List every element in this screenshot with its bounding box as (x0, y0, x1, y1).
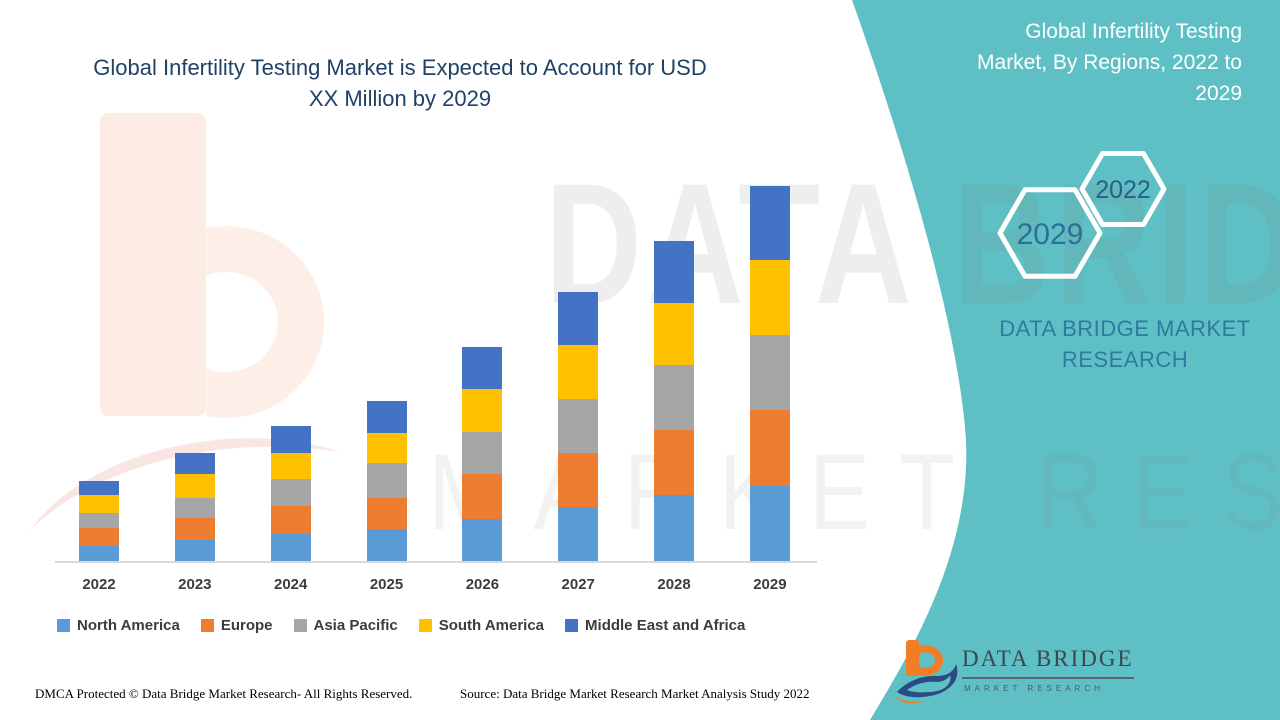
bar-segment-middle-east-and-africa (366, 400, 407, 433)
bar-2027 (558, 292, 599, 561)
bar-2022 (79, 481, 119, 561)
footer-dmca-text: DMCA Protected © Data Bridge Market Rese… (35, 686, 413, 701)
bar-2024 (270, 426, 311, 561)
legend-label: South America (438, 617, 545, 634)
x-axis-line (55, 561, 817, 563)
bar-segment-asia-pacific (270, 479, 311, 507)
bar-segment-europe (366, 498, 407, 530)
dbmr-logo-wordmark: DATA BRIDGE (962, 646, 1134, 679)
chart-title-line1: Global Infertility Testing Market is Exp… (93, 55, 707, 80)
legend-label: Europe (220, 617, 273, 634)
legend-swatch-icon (200, 619, 214, 632)
x-axis-labels: 2022 2023 2024 2025 2026 2027 2028 2029 (79, 576, 790, 593)
bar-segment-north-america (462, 518, 503, 561)
bar-segment-europe (270, 506, 311, 535)
sidebar-heading: Global Infertility Testing Market, By Re… (912, 16, 1242, 109)
footer-source-text: Source: Data Bridge Market Research Mark… (460, 686, 810, 701)
bar-2025 (366, 400, 407, 561)
legend-label: North America (77, 617, 180, 634)
bar-segment-europe (79, 528, 119, 546)
bar-segment-south-america (270, 452, 311, 480)
legend-swatch-icon (565, 619, 579, 632)
bar-segment-middle-east-and-africa (558, 292, 599, 346)
sidebar-heading-line3: 2029 (1195, 82, 1242, 105)
sidebar-heading-line2: Market, By Regions, 2022 to (977, 51, 1242, 74)
bar-segment-asia-pacific (654, 365, 695, 431)
bar-segment-asia-pacific (462, 432, 503, 475)
hexagon-2022-icon: 2022 (1079, 151, 1167, 227)
bar-2023 (174, 452, 215, 561)
hexagon-2029-label: 2029 (1017, 218, 1084, 251)
legend-item-north-america: North America (57, 617, 180, 634)
legend-swatch-icon (57, 619, 70, 632)
sidebar-brand-line2: RESEARCH (1061, 347, 1189, 372)
bar-segment-asia-pacific (366, 463, 407, 498)
chart-legend: North America Europe Asia Pacific South Ame… (57, 617, 745, 634)
bar-segment-middle-east-and-africa (270, 426, 311, 453)
dbmr-logo-icon (895, 640, 958, 704)
plot-bars (79, 185, 790, 561)
bar-2029 (749, 186, 790, 561)
bar-segment-asia-pacific (558, 399, 599, 453)
bar-segment-middle-east-and-africa (749, 186, 790, 261)
bar-segment-north-america (79, 546, 119, 561)
dbmr-logo-subtext: MARKET RESEARCH (964, 684, 1104, 693)
x-axis-label-2025: 2025 (369, 576, 404, 593)
x-axis-label-2027: 2027 (561, 576, 595, 593)
bar-segment-asia-pacific (174, 498, 215, 519)
legend-swatch-icon (418, 619, 432, 632)
legend-item-middle-east-and-africa: Middle East and Africa (565, 617, 745, 634)
hexagon-badges: 2029 2022 (997, 151, 1167, 279)
bar-segment-north-america (270, 534, 311, 561)
bar-segment-middle-east-and-africa (174, 452, 215, 474)
hexagon-2029-icon: 2029 (997, 187, 1103, 279)
bar-segment-europe (654, 430, 695, 495)
legend-swatch-icon (293, 619, 307, 632)
chart-title: Global Infertility Testing Market is Exp… (35, 52, 765, 114)
bar-segment-south-america (462, 389, 503, 432)
bar-2028 (654, 241, 695, 561)
legend-item-asia-pacific: Asia Pacific (293, 617, 398, 634)
hexagon-2022-label: 2022 (1095, 176, 1151, 204)
legend-item-europe: Europe (200, 617, 273, 634)
x-axis-label-2022: 2022 (82, 576, 116, 593)
teal-panel-shape (852, 0, 1280, 720)
bar-segment-europe (558, 453, 599, 507)
sidebar-brand-line1: DATA BRIDGE MARKET (999, 316, 1251, 341)
bar-segment-south-america (654, 302, 695, 366)
bar-segment-north-america (366, 529, 407, 561)
chart-title-line2: XX Million by 2029 (308, 86, 492, 111)
bar-segment-europe (749, 410, 790, 486)
legend-label: Asia Pacific (313, 617, 398, 634)
bar-segment-south-america (79, 495, 119, 514)
bar-segment-north-america (749, 485, 790, 561)
bar-segment-south-america (174, 474, 215, 499)
bar-segment-asia-pacific (749, 335, 790, 411)
x-axis-label-2029: 2029 (753, 576, 787, 593)
bar-2026 (462, 346, 503, 561)
bar-segment-south-america (749, 260, 790, 336)
bar-segment-south-america (558, 345, 599, 400)
bar-segment-south-america (366, 432, 407, 464)
bar-segment-middle-east-and-africa (654, 241, 695, 303)
legend-item-south-america: South America (418, 617, 545, 634)
x-axis-label-2023: 2023 (178, 576, 212, 593)
bar-segment-europe (174, 518, 215, 540)
bar-segment-middle-east-and-africa (462, 346, 503, 390)
sidebar-brand-text: DATA BRIDGE MARKET RESEARCH (975, 313, 1275, 375)
x-axis-label-2028: 2028 (657, 576, 691, 593)
bar-segment-middle-east-and-africa (79, 481, 119, 495)
bar-segment-asia-pacific (79, 513, 119, 529)
bar-segment-north-america (174, 540, 215, 561)
x-axis-label-2026: 2026 (465, 576, 500, 593)
bar-segment-europe (462, 474, 503, 519)
x-axis-label-2024: 2024 (274, 576, 308, 593)
bar-segment-north-america (654, 495, 695, 561)
legend-label: Middle East and Africa (585, 617, 746, 634)
bar-segment-north-america (558, 507, 599, 561)
sidebar-heading-line1: Global Infertility Testing (1025, 20, 1242, 43)
